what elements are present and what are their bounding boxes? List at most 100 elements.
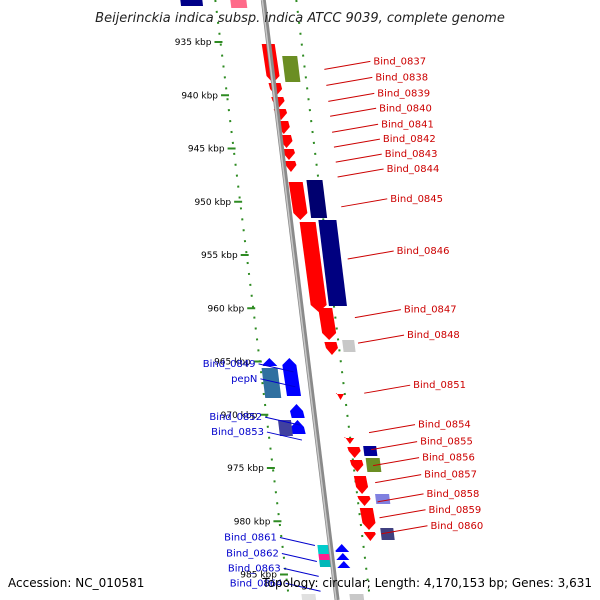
forward-gene-label: Bind_0849 <box>203 359 294 373</box>
kbp-label: 955 kbp <box>201 251 238 261</box>
gene-name: Bind_0840 <box>379 103 432 114</box>
gene-name: Bind_0842 <box>383 134 436 145</box>
reverse-gene-label: Bind_0842 <box>333 134 436 148</box>
gene-name: Bind_0839 <box>377 88 430 99</box>
backbone-track <box>260 0 340 600</box>
forward-gene-arrow <box>290 420 306 434</box>
leader-line <box>264 416 301 426</box>
forward-gene-label: Bind_0864 <box>230 578 321 592</box>
forward-gene-arrow <box>290 404 305 418</box>
gene-name: pepN <box>231 374 257 385</box>
reverse-gene-arrow <box>288 182 308 220</box>
forward-gene-arrow <box>282 358 302 396</box>
gene-name: Bind_0859 <box>429 505 482 516</box>
leader-line <box>337 168 384 178</box>
reverse-gene-arrow <box>349 460 364 472</box>
leader-line <box>368 424 416 434</box>
leader-line <box>335 153 382 163</box>
reverse-gene-arrow <box>357 496 371 506</box>
cds-box <box>365 458 382 472</box>
leader-line <box>266 431 303 441</box>
cds-box <box>380 528 395 540</box>
reverse-gene-label: Bind_0856 <box>373 453 475 467</box>
leader-line <box>379 509 426 519</box>
gene-name: Bind_0853 <box>211 427 264 438</box>
leader-line <box>341 198 388 208</box>
reverse-gene-label: Bind_0859 <box>379 505 482 519</box>
leader-line <box>375 474 422 484</box>
kbp-label: 980 kbp <box>234 517 271 527</box>
kbp-label: 965 kbp <box>214 358 251 368</box>
rna-box <box>230 0 248 8</box>
gene-name: Bind_0841 <box>381 119 434 130</box>
leader-line <box>347 250 394 260</box>
gene-name: Bind_0837 <box>373 56 426 67</box>
forward-gene-label: Bind_0853 <box>211 427 303 441</box>
gene-name: Bind_0854 <box>418 420 471 431</box>
leader-line <box>258 363 294 373</box>
gene-name: Bind_0863 <box>228 563 281 574</box>
leader-line <box>364 384 411 394</box>
reverse-gene-label: Bind_0845 <box>341 194 443 208</box>
reverse-gene-label: Bind_0848 <box>357 330 460 344</box>
cds-box <box>349 594 365 600</box>
reverse-gene-label: Bind_0843 <box>335 149 438 163</box>
kbp-label: 935 kbp <box>175 38 212 48</box>
genome-title: Beijerinckia indica subsp. indica ATCC 9… <box>95 11 505 26</box>
leader-line <box>281 552 317 562</box>
genome-backbone-highlight <box>261 0 337 600</box>
forward-gene-label: pepN <box>231 374 296 388</box>
forward-gene-arrow <box>335 544 350 552</box>
kbp-label: 970 kbp <box>221 411 258 421</box>
gc-content-track <box>214 0 372 600</box>
kbp-label: 975 kbp <box>227 464 264 474</box>
kbp-label: 940 kbp <box>181 91 218 101</box>
gene-name: Bind_0838 <box>375 72 428 83</box>
reverse-gene-arrow <box>284 161 297 172</box>
cds-box <box>375 494 391 504</box>
forward-gene-arrow <box>336 553 351 560</box>
reverse-gene-arrow <box>281 149 295 160</box>
gc-dots-outer <box>295 0 372 600</box>
reverse-gene-label: Bind_0847 <box>354 305 457 319</box>
accession-label: Accession: NC_010581 <box>8 576 144 590</box>
cds-box <box>318 220 347 306</box>
reverse-gene-label: Bind_0839 <box>328 88 430 102</box>
reverse-gene-arrow <box>363 532 376 541</box>
gene-name: Bind_0847 <box>404 305 457 316</box>
leader-line <box>260 378 296 388</box>
cds-box <box>282 56 301 82</box>
leader-line <box>330 107 377 117</box>
gene-name: Bind_0843 <box>385 149 438 160</box>
forward-gene-arrow <box>337 561 352 568</box>
reverse-gene-arrow <box>299 222 327 312</box>
kbp-label: 960 kbp <box>208 304 245 314</box>
gene-name: Bind_0844 <box>387 164 440 175</box>
gene-name: Bind_0861 <box>224 532 277 543</box>
gene-features-track <box>180 0 395 600</box>
leader-line <box>354 309 401 319</box>
reverse-gene-label: Bind_0855 <box>371 437 473 451</box>
reverse-gene-arrow <box>359 508 376 530</box>
reverse-gene-label: Bind_0858 <box>377 489 479 503</box>
cds-box <box>363 446 378 456</box>
gene-name: Bind_0851 <box>413 380 466 391</box>
cds-box <box>306 180 328 218</box>
gene-name: Bind_0857 <box>424 470 477 481</box>
gene-name: Bind_0855 <box>420 437 473 448</box>
cds-box <box>301 594 317 600</box>
reverse-gene-label: Bind_0860 <box>381 521 483 535</box>
cds-box <box>180 0 204 6</box>
kbp-label: 985 kbp <box>240 571 277 581</box>
leader-line <box>326 76 373 86</box>
forward-gene-label: Bind_0863 <box>228 563 319 577</box>
leader-line <box>333 138 381 148</box>
gc-dots-inner <box>214 0 291 600</box>
leader-line <box>381 525 428 535</box>
reverse-gene-label: Bind_0844 <box>337 164 440 178</box>
reverse-gene-arrow <box>353 476 369 494</box>
reverse-gene-arrow <box>344 437 355 444</box>
reverse-gene-arrow <box>347 447 361 458</box>
kbp-label: 945 kbp <box>188 145 225 155</box>
reverse-gene-arrow <box>335 393 345 400</box>
